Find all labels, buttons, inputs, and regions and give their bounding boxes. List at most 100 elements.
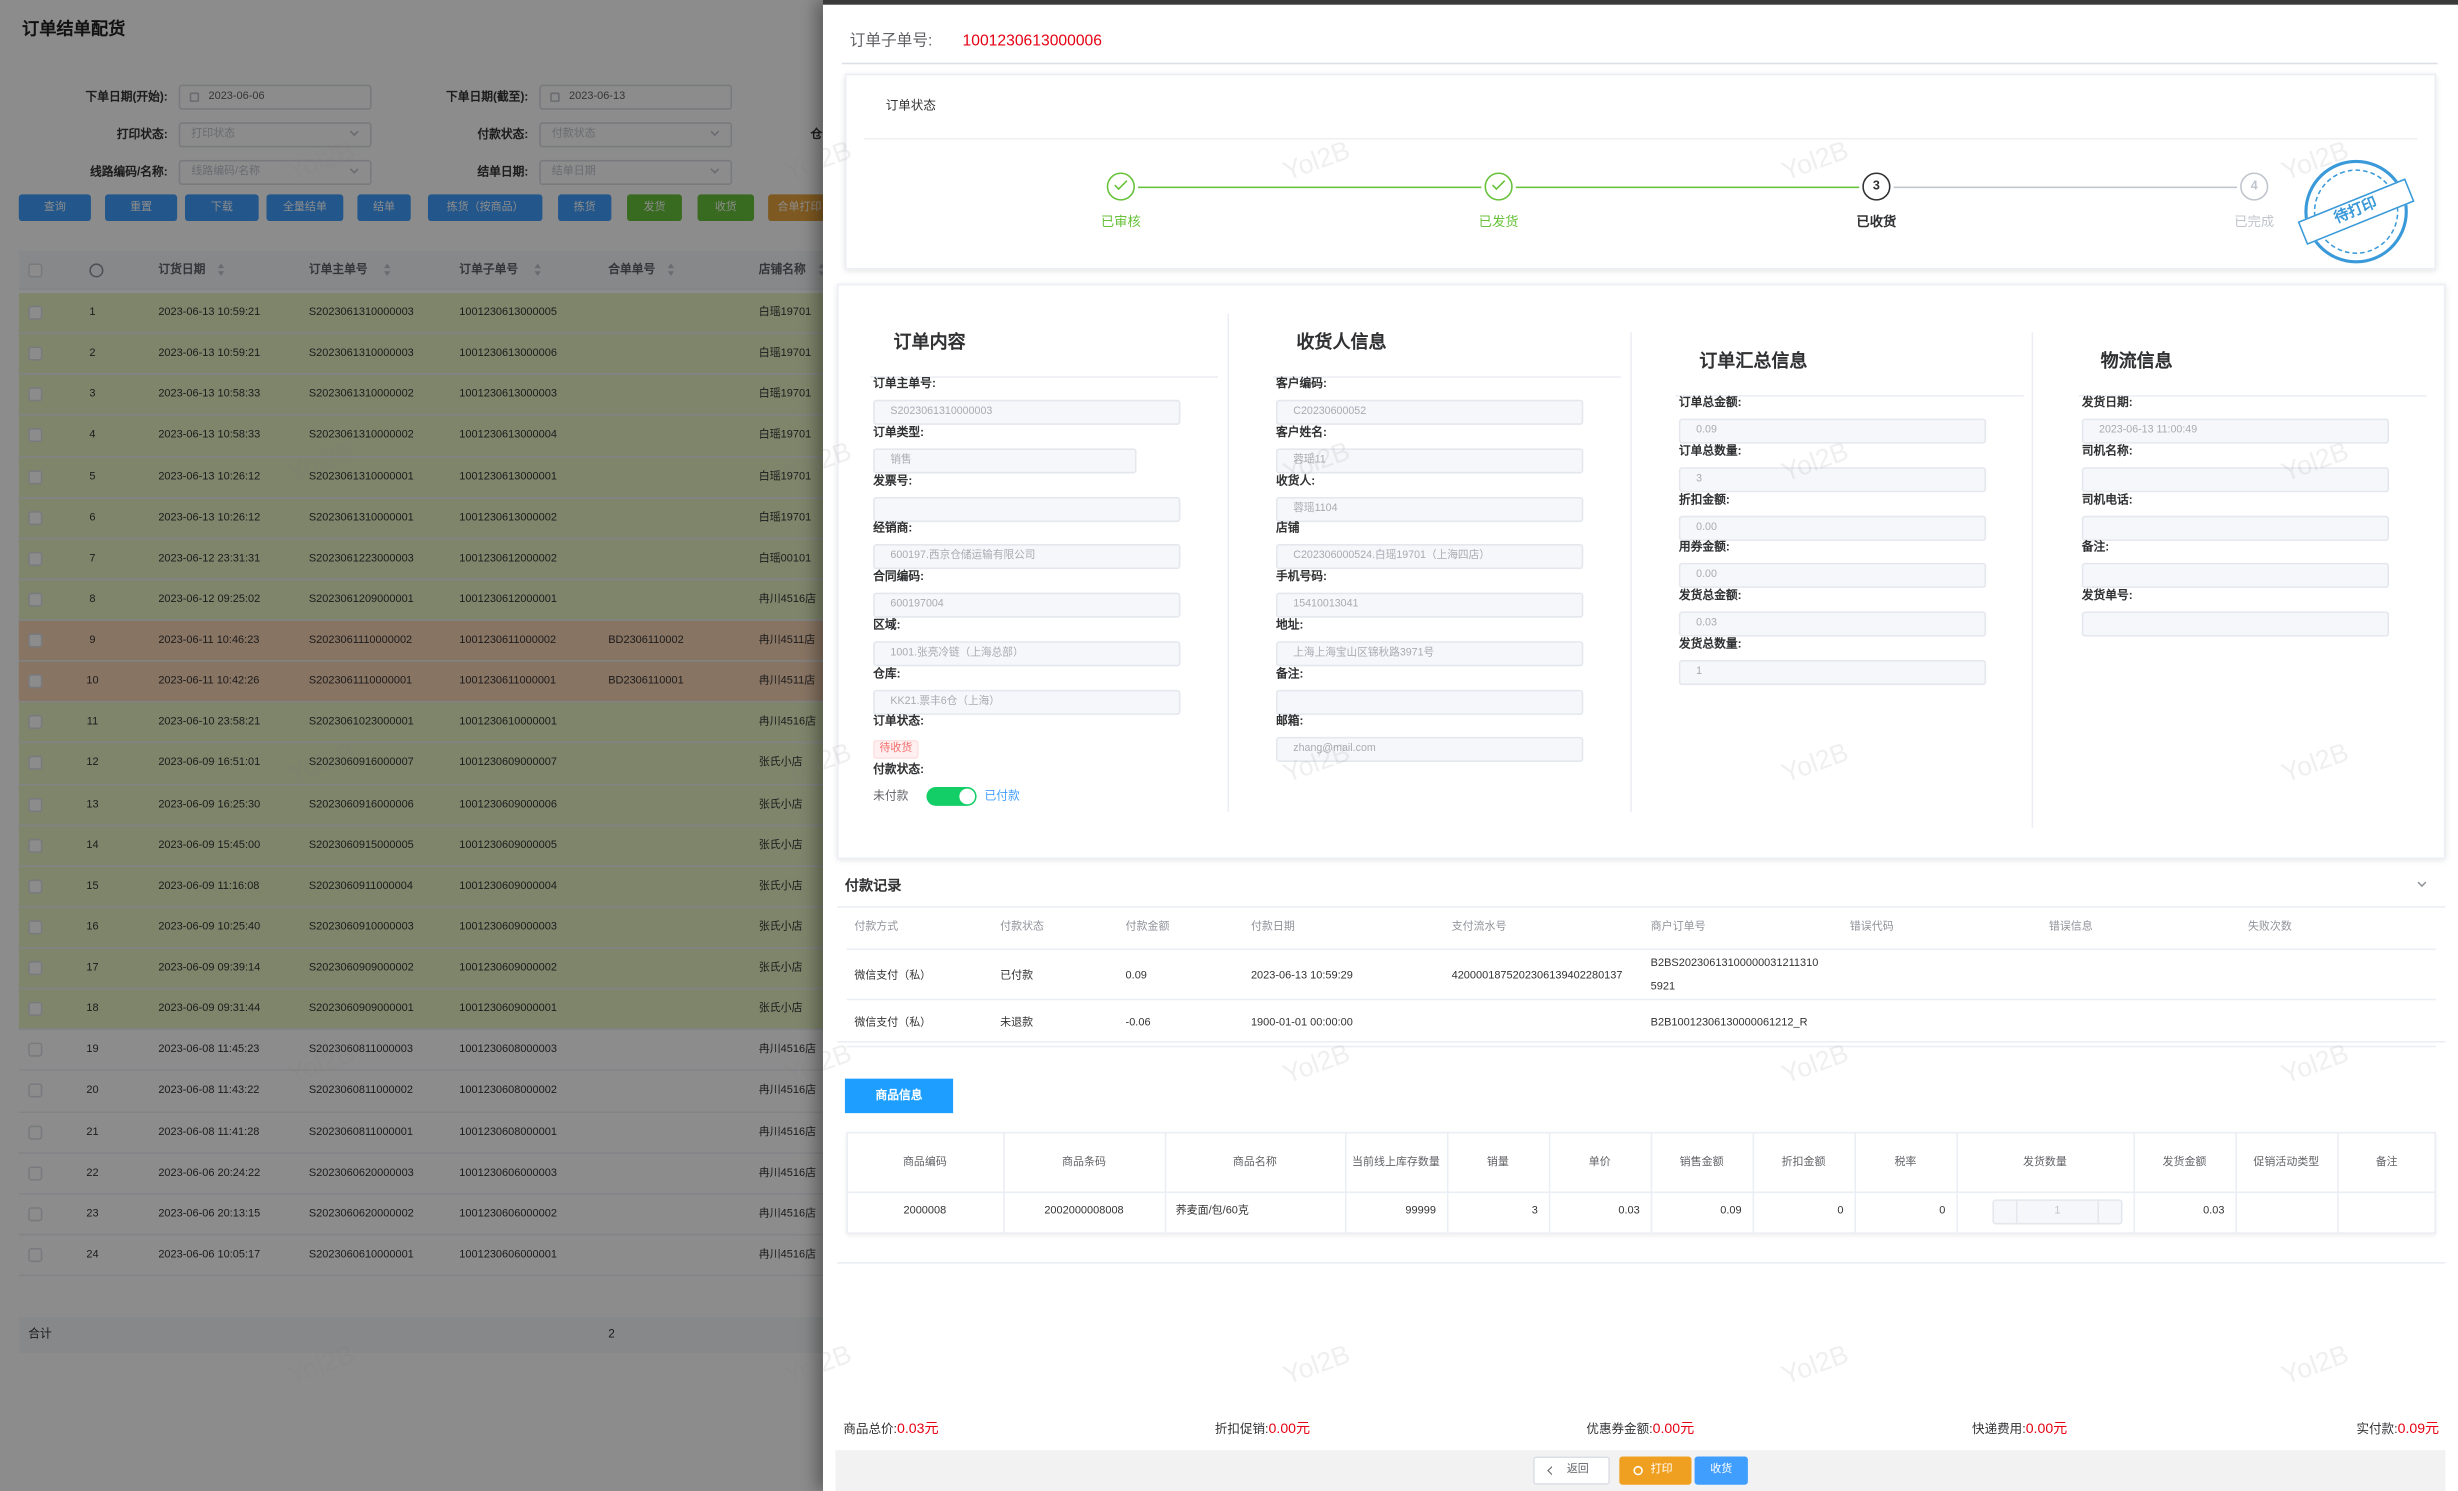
payment-cell: B2B10012306130000061212_R <box>1650 1016 1808 1028</box>
checkbox[interactable] <box>28 961 43 976</box>
checkbox[interactable] <box>28 1247 43 1263</box>
checkbox[interactable] <box>28 1002 43 1017</box>
step-line <box>1893 186 2237 189</box>
table-row <box>18 989 823 1031</box>
checkbox[interactable] <box>28 879 43 894</box>
filter-input[interactable] <box>178 122 372 148</box>
checkbox[interactable] <box>28 305 43 320</box>
filter-label: 线路编码/名称: <box>89 164 168 179</box>
checkbox[interactable] <box>28 592 43 607</box>
table-row <box>18 497 823 539</box>
payment-cell: 2023-06-13 10:59:29 <box>1250 969 1353 981</box>
checkbox[interactable] <box>28 1206 43 1222</box>
checkbox[interactable] <box>28 838 43 853</box>
toolbar-button[interactable] <box>357 194 411 222</box>
toolbar-button[interactable] <box>105 194 178 222</box>
cell-sub: 1001230613000006 <box>459 348 557 360</box>
table-row <box>18 948 823 990</box>
checkbox[interactable] <box>28 1084 43 1099</box>
field-label: 地址: <box>1276 617 1304 632</box>
filter-input[interactable] <box>539 159 733 186</box>
goods-column-line <box>1854 1131 1857 1234</box>
field-value: 0.00 <box>1696 521 1717 533</box>
goods-column-header: 发货金额 <box>2162 1156 2207 1168</box>
cell-date: 2023-06-11 10:46:23 <box>158 635 260 646</box>
cell-date: 2023-06-09 09:31:44 <box>158 1003 261 1015</box>
checkbox[interactable] <box>28 633 43 648</box>
goods-cell: 3 <box>1531 1205 1538 1217</box>
filter-input[interactable] <box>539 84 733 110</box>
field-value: C20230600052 <box>1293 406 1367 418</box>
toolbar-button[interactable] <box>627 194 682 222</box>
cell-date: 2023-06-09 16:51:01 <box>158 757 261 769</box>
field-value: 3 <box>1696 473 1703 485</box>
filter-placeholder: 结单日期 <box>551 166 596 178</box>
action-button[interactable] <box>1533 1456 1610 1485</box>
row-index: 7 <box>89 553 96 565</box>
table-row <box>18 1235 823 1277</box>
action-button-label: 打印 <box>1650 1464 1673 1476</box>
checkbox[interactable] <box>28 469 43 484</box>
summary-label: 实付款: <box>2356 1421 2398 1437</box>
checkbox[interactable] <box>28 387 43 402</box>
checkbox[interactable] <box>28 756 43 771</box>
cell-main: S2023061310000003 <box>308 307 414 319</box>
toolbar-button[interactable] <box>184 194 259 222</box>
filter-input[interactable] <box>178 159 372 186</box>
goods-cell: 0 <box>1939 1205 1946 1217</box>
action-button[interactable] <box>1619 1456 1692 1485</box>
step-circle <box>2240 172 2269 201</box>
cell-store: 张氏小店 <box>758 921 803 933</box>
row-index: 6 <box>89 512 96 524</box>
content-bottom-line <box>837 1262 2446 1264</box>
field-input <box>1678 466 1987 492</box>
field-value: S2023061310000003 <box>890 406 993 418</box>
goods-cell: 1 <box>2054 1205 2061 1217</box>
field-value: 0.00 <box>1696 569 1717 581</box>
cell-store: 冉川4516店 <box>758 594 817 606</box>
action-button[interactable] <box>1694 1456 1748 1485</box>
payment-header-line <box>846 948 2437 951</box>
filter-input[interactable] <box>539 122 733 148</box>
checkbox[interactable] <box>28 920 43 935</box>
table-row <box>18 538 823 580</box>
toolbar-button[interactable] <box>427 194 543 222</box>
checkbox[interactable] <box>28 1125 43 1140</box>
row-index: 18 <box>86 1003 99 1015</box>
field-label: 司机电话: <box>2081 491 2133 506</box>
field-label: 客户姓名: <box>1276 424 1327 439</box>
field-value: 销售 <box>890 454 912 466</box>
checkbox[interactable] <box>28 1043 43 1058</box>
checkbox[interactable] <box>28 346 43 361</box>
toolbar-button[interactable] <box>266 194 344 222</box>
step-label: 已发货 <box>1478 213 1519 229</box>
checkbox[interactable] <box>28 551 43 566</box>
checkbox[interactable] <box>28 510 43 525</box>
sort-icon-down <box>667 271 675 276</box>
goods-tab[interactable] <box>844 1078 954 1114</box>
cell-sub: 1001230611000001 <box>459 675 557 687</box>
checkbox[interactable] <box>28 715 43 730</box>
column-header: 合单单号 <box>608 261 656 276</box>
toolbar-button[interactable] <box>18 194 91 222</box>
switch-off-label: 未付款 <box>873 788 909 803</box>
checkbox[interactable] <box>28 674 43 689</box>
field-label: 发货日期: <box>2081 395 2133 410</box>
checkbox[interactable] <box>28 428 43 443</box>
payment-cell: 未退款 <box>1000 1016 1034 1028</box>
checkbox[interactable] <box>28 797 43 812</box>
toolbar-button[interactable] <box>768 194 823 222</box>
quantity-input[interactable] <box>1992 1199 2123 1225</box>
field-label: 合同编码: <box>873 569 925 584</box>
goods-column-header: 折扣金额 <box>1781 1156 1826 1168</box>
filter-input[interactable] <box>178 84 372 110</box>
payment-column-header: 商户订单号 <box>1650 921 1706 933</box>
goods-cell: 荞麦面/包/60克 <box>1175 1205 1249 1217</box>
toolbar-button[interactable] <box>558 194 612 222</box>
section-title: 订单内容 <box>893 333 966 353</box>
checkbox[interactable] <box>28 1166 43 1181</box>
checkbox[interactable] <box>28 263 43 278</box>
toolbar-button[interactable] <box>697 194 755 222</box>
summary-label: 快递费用: <box>1972 1421 2026 1437</box>
field-label: 折扣金额: <box>1678 491 1730 506</box>
